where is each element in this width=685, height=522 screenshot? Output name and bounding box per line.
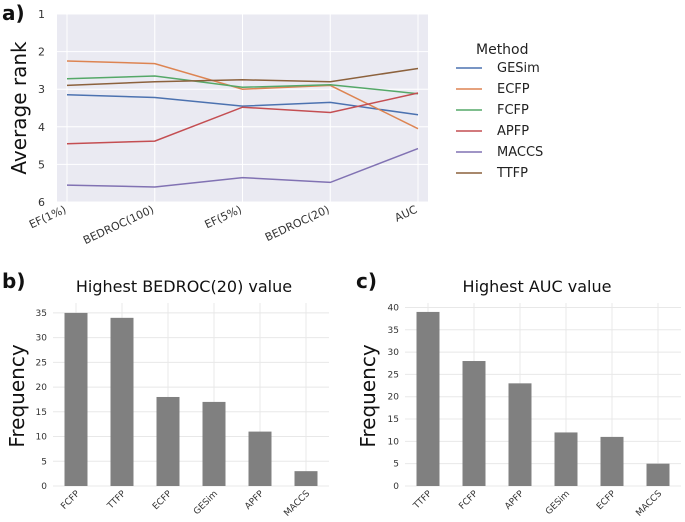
y-tick-label: 15 [388,415,399,425]
series-line-ecfp [66,60,419,130]
bar-apfp [508,383,532,486]
y-tick-label: 35 [388,326,399,336]
y-tick-label: 5 [38,158,45,171]
panel-b-y-axis-title: Frequency [5,344,29,447]
series-line-apfp [66,92,419,145]
y-tick-label: 40 [388,303,400,313]
panel-a-legend: Method GESim ECFP FCFP APFP MACCS TTFP [456,42,543,181]
y-tick-label: 5 [393,460,399,470]
legend-title: Method [476,42,529,58]
panel-b-y-ticks: 0 5 10 15 20 25 30 35 [36,309,48,492]
panel-b-label: b) [2,269,25,293]
y-tick-label: 6 [38,196,45,209]
panel-c-label: c) [356,269,377,293]
series-line-maccs [66,147,419,188]
bar-ecfp [156,396,180,486]
y-tick-label: 0 [393,482,399,492]
y-tick-label: 10 [388,437,400,447]
bar-ecfp [600,436,624,486]
bar-ttfp [416,311,440,486]
y-tick-label: 25 [36,358,47,368]
y-tick-label: 3 [38,83,45,96]
bar-maccs [294,471,318,486]
panel-b-title: Highest BEDROC(20) value [76,277,292,296]
legend-label-gesim: GESim [497,61,540,76]
bar-fcfp [64,312,88,486]
panel-c-y-axis-title: Frequency [356,344,380,447]
legend-label-ttfp: TTFP [496,166,528,181]
y-tick-label: 2 [38,46,45,59]
y-tick-label: 35 [36,309,47,319]
panel-c-y-ticks: 0 5 10 15 20 25 30 35 40 [388,303,400,492]
y-tick-label: 20 [36,383,48,393]
y-tick-label: 10 [36,433,48,443]
bar-apfp [248,431,272,486]
series-line-ttfp [66,67,419,87]
bar-gesim [554,432,578,486]
panel-c-bars [416,311,670,486]
y-tick-label: 5 [41,457,47,467]
panel-a-series-lines [66,60,419,188]
panel-a-y-ticks: 1 2 3 4 5 6 [38,8,45,209]
panel-a-label: a) [2,1,25,25]
y-tick-label: 20 [388,393,400,403]
panel-c-title: Highest AUC value [463,277,612,296]
legend-label-maccs: MACCS [497,145,543,160]
panel-a-y-axis-title: Average rank [7,41,31,175]
y-tick-label: 30 [388,348,400,358]
y-tick-label: 25 [388,370,399,380]
bar-gesim [202,401,226,486]
legend-label-ecfp: ECFP [497,82,530,97]
panel-b-bars [64,312,318,486]
series-line-fcfp [66,75,419,95]
bar-maccs [646,463,670,486]
legend-label-fcfp: FCFP [497,103,529,118]
y-tick-label: 4 [38,121,45,134]
y-tick-label: 30 [36,334,48,344]
bar-ttfp [110,317,134,486]
panel-b-bar-chart: b) Highest BEDROC(20) value Frequency 0 5… [2,269,329,519]
y-tick-label: 0 [41,482,47,492]
legend-label-apfp: APFP [497,124,529,139]
y-tick-label: 15 [36,408,47,418]
y-tick-label: 1 [38,8,45,21]
bar-fcfp [462,361,486,486]
